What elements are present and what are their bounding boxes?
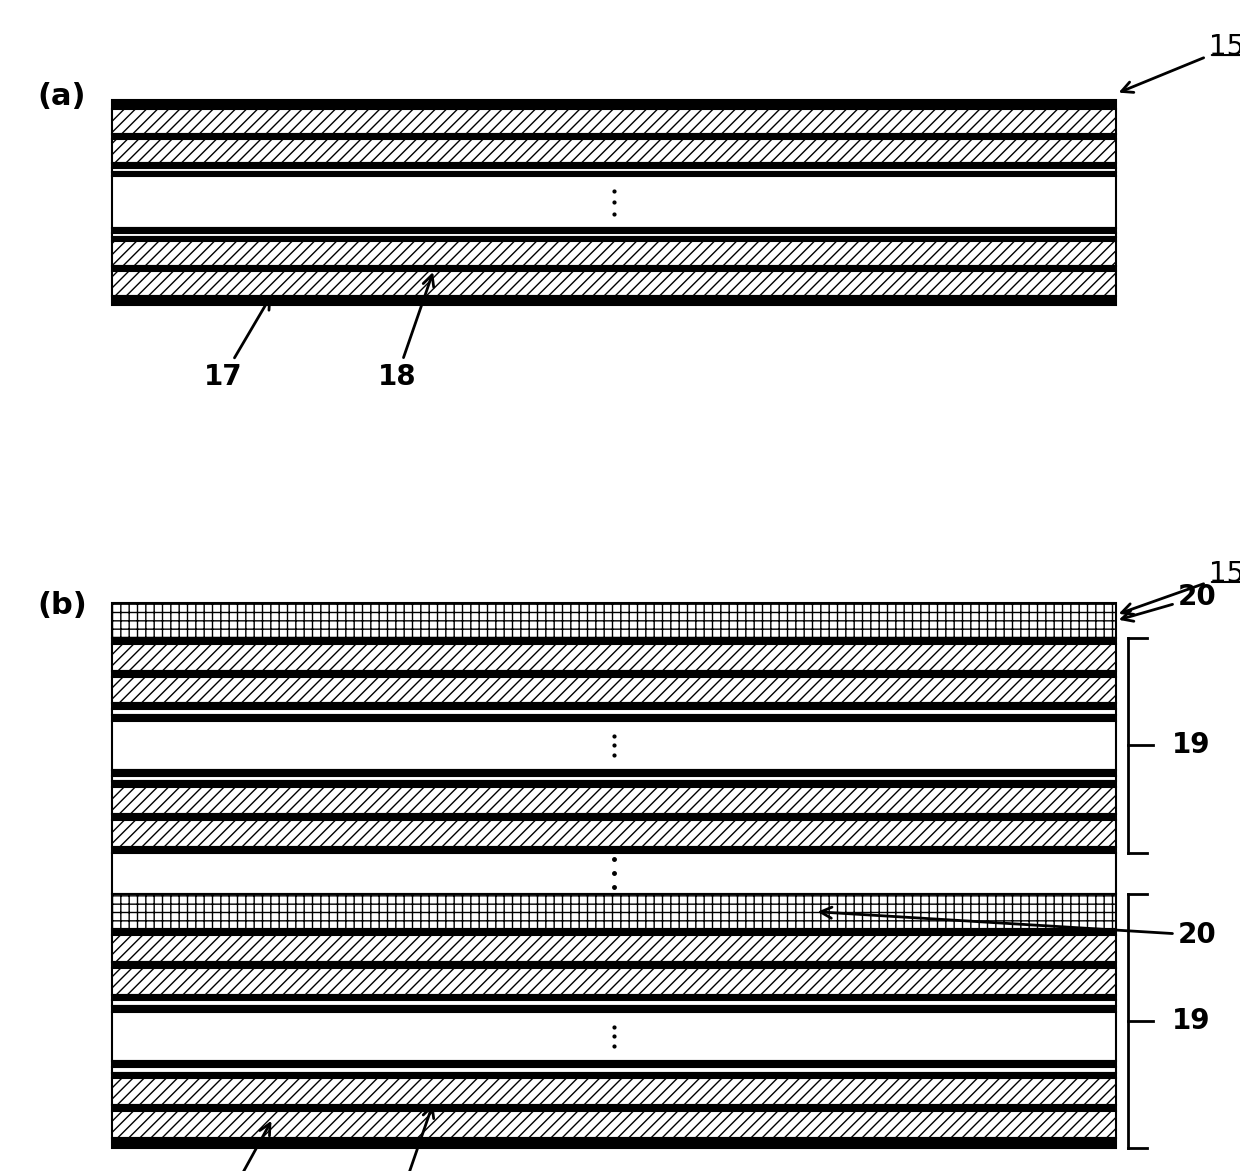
Bar bbox=[112, 820, 1116, 847]
Bar bbox=[112, 1111, 1116, 1138]
Bar bbox=[112, 233, 1116, 237]
Bar bbox=[112, 710, 1116, 715]
Bar bbox=[112, 677, 1116, 704]
Bar bbox=[112, 164, 1116, 167]
Bar bbox=[112, 787, 1116, 814]
Bar bbox=[112, 895, 1116, 930]
Text: (a): (a) bbox=[37, 82, 86, 111]
Bar bbox=[112, 177, 1116, 228]
Bar bbox=[112, 167, 1116, 172]
Bar bbox=[112, 603, 1116, 638]
Bar bbox=[112, 644, 1116, 671]
Bar bbox=[112, 237, 1116, 241]
Bar bbox=[112, 961, 1116, 967]
Text: 15': 15' bbox=[1121, 33, 1240, 93]
Bar bbox=[112, 704, 1116, 710]
Bar bbox=[112, 1061, 1116, 1067]
Bar bbox=[112, 994, 1116, 1000]
Bar bbox=[112, 271, 1116, 295]
Bar bbox=[112, 266, 1116, 271]
Bar bbox=[112, 1012, 1116, 1061]
Bar bbox=[112, 934, 1116, 961]
Text: 18: 18 bbox=[377, 1107, 434, 1171]
Text: (b): (b) bbox=[37, 591, 87, 621]
Bar bbox=[112, 1138, 1116, 1148]
Bar bbox=[112, 671, 1116, 677]
Bar bbox=[112, 781, 1116, 787]
Bar bbox=[112, 967, 1116, 994]
Bar bbox=[112, 775, 1116, 781]
Bar bbox=[112, 638, 1116, 644]
Bar bbox=[112, 1006, 1116, 1012]
Bar bbox=[112, 241, 1116, 266]
Bar bbox=[112, 228, 1116, 233]
Bar bbox=[112, 715, 1116, 721]
Bar bbox=[112, 847, 1116, 852]
Bar bbox=[112, 1067, 1116, 1073]
Text: 15″: 15″ bbox=[1121, 560, 1240, 615]
Bar bbox=[112, 721, 1116, 769]
Bar bbox=[112, 1078, 1116, 1105]
Bar bbox=[112, 135, 1116, 138]
Bar bbox=[112, 100, 1116, 109]
Bar bbox=[112, 109, 1116, 135]
Text: 17: 17 bbox=[203, 1123, 270, 1171]
Bar bbox=[112, 930, 1116, 934]
Bar bbox=[112, 769, 1116, 775]
Bar bbox=[112, 1105, 1116, 1111]
Bar bbox=[112, 814, 1116, 820]
Text: 18: 18 bbox=[377, 275, 434, 391]
Bar bbox=[112, 852, 1116, 895]
Text: 19: 19 bbox=[1172, 1007, 1210, 1035]
Bar bbox=[112, 1073, 1116, 1078]
Bar bbox=[112, 1000, 1116, 1006]
Bar bbox=[112, 138, 1116, 164]
Text: 19: 19 bbox=[1172, 732, 1210, 760]
Bar bbox=[112, 172, 1116, 177]
Text: 20: 20 bbox=[1122, 583, 1216, 622]
Text: 20: 20 bbox=[821, 908, 1216, 949]
Text: 17: 17 bbox=[203, 297, 270, 391]
Bar bbox=[112, 295, 1116, 306]
